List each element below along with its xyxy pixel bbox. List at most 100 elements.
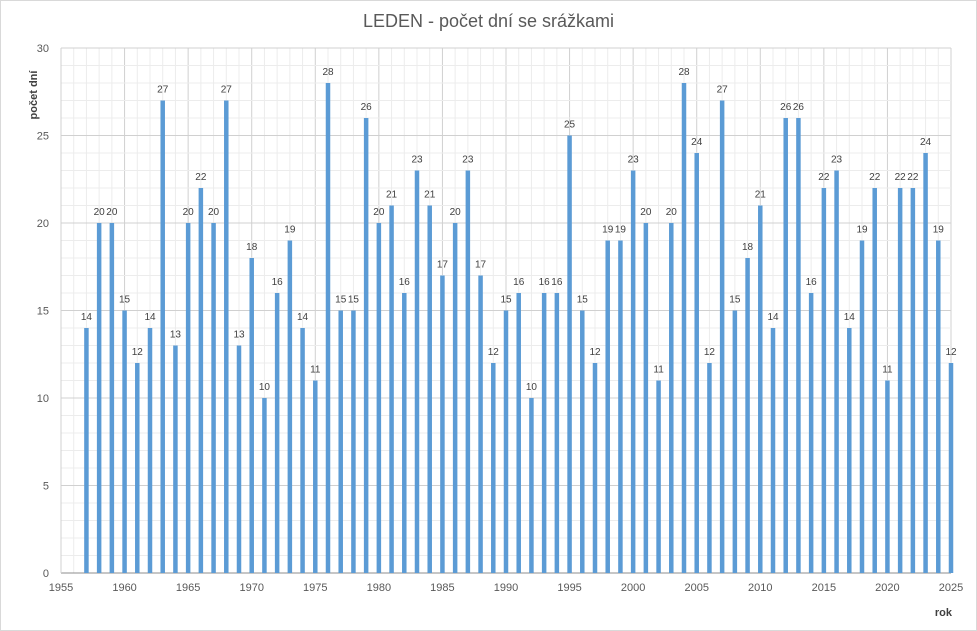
bar	[224, 100, 229, 573]
bar	[249, 258, 254, 573]
x-tick-label: 1985	[430, 582, 454, 594]
data-label: 14	[844, 312, 856, 323]
bar	[681, 83, 687, 573]
bar	[859, 240, 865, 573]
bar	[630, 170, 636, 573]
data-label: 22	[907, 172, 919, 183]
x-tick-label: 1965	[176, 582, 200, 594]
data-label: 20	[106, 207, 118, 218]
x-tick-label: 2005	[684, 582, 708, 594]
x-tick-label: 1975	[303, 582, 327, 594]
bar	[643, 223, 649, 573]
data-label: 12	[132, 347, 144, 358]
x-tick-label: 2000	[621, 582, 645, 594]
bar	[656, 380, 661, 573]
bar	[605, 240, 610, 573]
bar	[516, 293, 521, 573]
bar	[567, 135, 572, 573]
chart-title: LEDEN - počet dní se srážkami	[362, 11, 615, 31]
bar	[783, 118, 788, 573]
bar	[707, 363, 712, 573]
x-tick-label: 1995	[557, 582, 581, 594]
bar	[694, 153, 699, 573]
data-label: 15	[729, 295, 741, 306]
bar	[872, 188, 877, 573]
data-label: 14	[297, 312, 309, 323]
data-label: 12	[704, 347, 716, 358]
bar	[554, 293, 560, 573]
y-tick-label: 30	[37, 43, 49, 55]
data-label: 23	[411, 155, 423, 166]
bar	[287, 240, 293, 573]
data-label: 21	[424, 190, 436, 201]
bar	[923, 153, 928, 573]
data-label: 13	[233, 330, 245, 341]
data-label: 14	[767, 312, 779, 323]
data-label: 24	[920, 137, 932, 148]
bar	[325, 83, 331, 573]
bar	[135, 363, 140, 573]
bar	[618, 240, 623, 573]
data-label: 16	[551, 277, 563, 288]
y-tick-label: 15	[37, 306, 49, 318]
data-label: 15	[577, 295, 589, 306]
data-label: 27	[717, 85, 729, 96]
bar	[885, 380, 890, 573]
bar	[897, 188, 903, 573]
data-label: 26	[793, 102, 805, 113]
data-label: 20	[183, 207, 195, 218]
data-label: 11	[653, 365, 664, 376]
x-tick-label: 1990	[494, 582, 518, 594]
data-label: 15	[500, 295, 512, 306]
y-tick-label: 0	[43, 568, 49, 580]
data-label: 26	[780, 102, 792, 113]
data-label: 20	[450, 207, 462, 218]
data-label: 10	[259, 382, 271, 393]
bar	[198, 188, 204, 573]
data-label: 24	[691, 137, 703, 148]
bar	[147, 328, 153, 573]
bar	[414, 170, 420, 573]
data-label: 22	[869, 172, 881, 183]
bar	[440, 275, 445, 573]
data-label: 12	[488, 347, 500, 358]
bar	[529, 398, 534, 573]
bar	[185, 223, 191, 573]
bar	[491, 363, 496, 573]
data-label: 11	[882, 365, 893, 376]
bar	[770, 328, 776, 573]
data-label: 14	[144, 312, 156, 323]
bar	[847, 328, 852, 573]
data-label: 12	[589, 347, 601, 358]
y-tick-label: 20	[37, 218, 49, 230]
y-tick-label: 25	[37, 131, 49, 143]
bar	[719, 100, 725, 573]
bar	[834, 170, 839, 573]
bar	[732, 310, 738, 573]
bar	[389, 205, 394, 573]
data-label: 22	[895, 172, 907, 183]
bar	[465, 170, 471, 573]
bar	[580, 310, 585, 573]
data-label: 15	[119, 295, 131, 306]
data-label: 19	[615, 225, 627, 236]
data-label: 23	[831, 155, 843, 166]
x-tick-label: 2010	[748, 582, 772, 594]
data-label: 20	[208, 207, 220, 218]
data-label: 25	[564, 120, 576, 131]
bar	[338, 310, 343, 573]
data-label: 18	[742, 242, 754, 253]
data-label: 28	[322, 67, 334, 78]
bar	[503, 310, 509, 573]
bar	[478, 275, 483, 573]
data-label: 14	[81, 312, 93, 323]
data-label: 16	[399, 277, 411, 288]
bar	[363, 118, 369, 573]
bar	[821, 188, 827, 573]
data-label: 19	[602, 225, 614, 236]
x-tick-label: 2015	[812, 582, 836, 594]
data-label: 23	[462, 155, 474, 166]
bar	[745, 258, 750, 573]
bar	[948, 363, 954, 573]
